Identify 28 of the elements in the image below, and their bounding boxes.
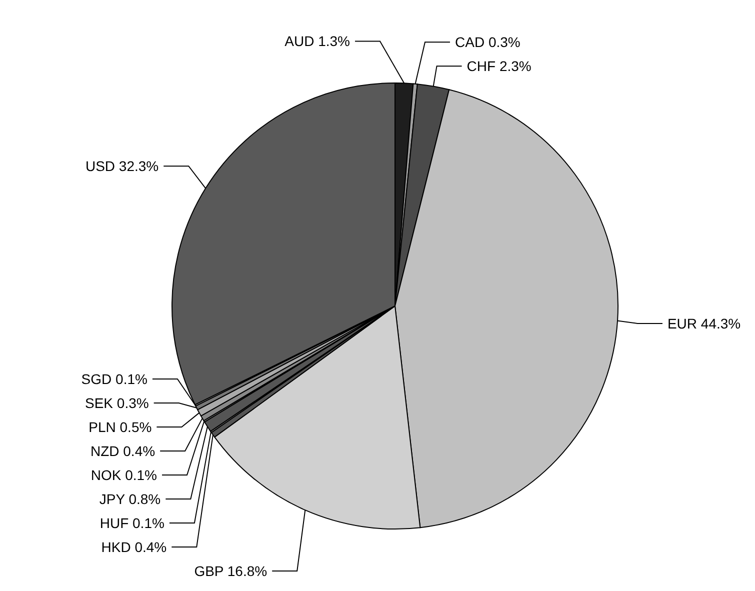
- slice-label: GBP: [194, 562, 224, 579]
- slice-label: HKD: [101, 538, 131, 555]
- data-label: 0.3%: [116, 394, 149, 411]
- data-label: 1.3%: [318, 33, 350, 50]
- slice-label: NOK: [90, 466, 122, 483]
- slice-label: USD: [85, 158, 116, 174]
- data-label: 0.1%: [116, 370, 148, 387]
- data-label: 0.1%: [132, 514, 164, 531]
- slice-label: CHF: [466, 58, 496, 74]
- slice-label: HUF: [100, 514, 129, 531]
- slice-label: JPY: [99, 490, 126, 507]
- data-label: 0.8%: [128, 490, 161, 507]
- data-label: 0.1%: [125, 466, 158, 483]
- slice-label: CAD: [455, 34, 485, 50]
- slice-label: PLN: [88, 418, 116, 435]
- data-label: 0.3%: [488, 34, 520, 50]
- data-label: 32.3%: [118, 158, 159, 174]
- data-label: 44.3%: [700, 315, 741, 332]
- data-label: 0.5%: [120, 418, 152, 435]
- slice-label: NZD: [90, 442, 120, 459]
- data-label: 0.4%: [123, 442, 156, 459]
- data-label: 0.4%: [134, 538, 167, 555]
- data-label: 16.8%: [227, 562, 268, 579]
- slice-label: SGD: [81, 370, 112, 387]
- slice-label: SEK: [85, 394, 114, 411]
- slice-label: EUR: [667, 315, 698, 332]
- slice-label: AUD: [284, 33, 314, 50]
- data-label: 2.3%: [499, 58, 532, 74]
